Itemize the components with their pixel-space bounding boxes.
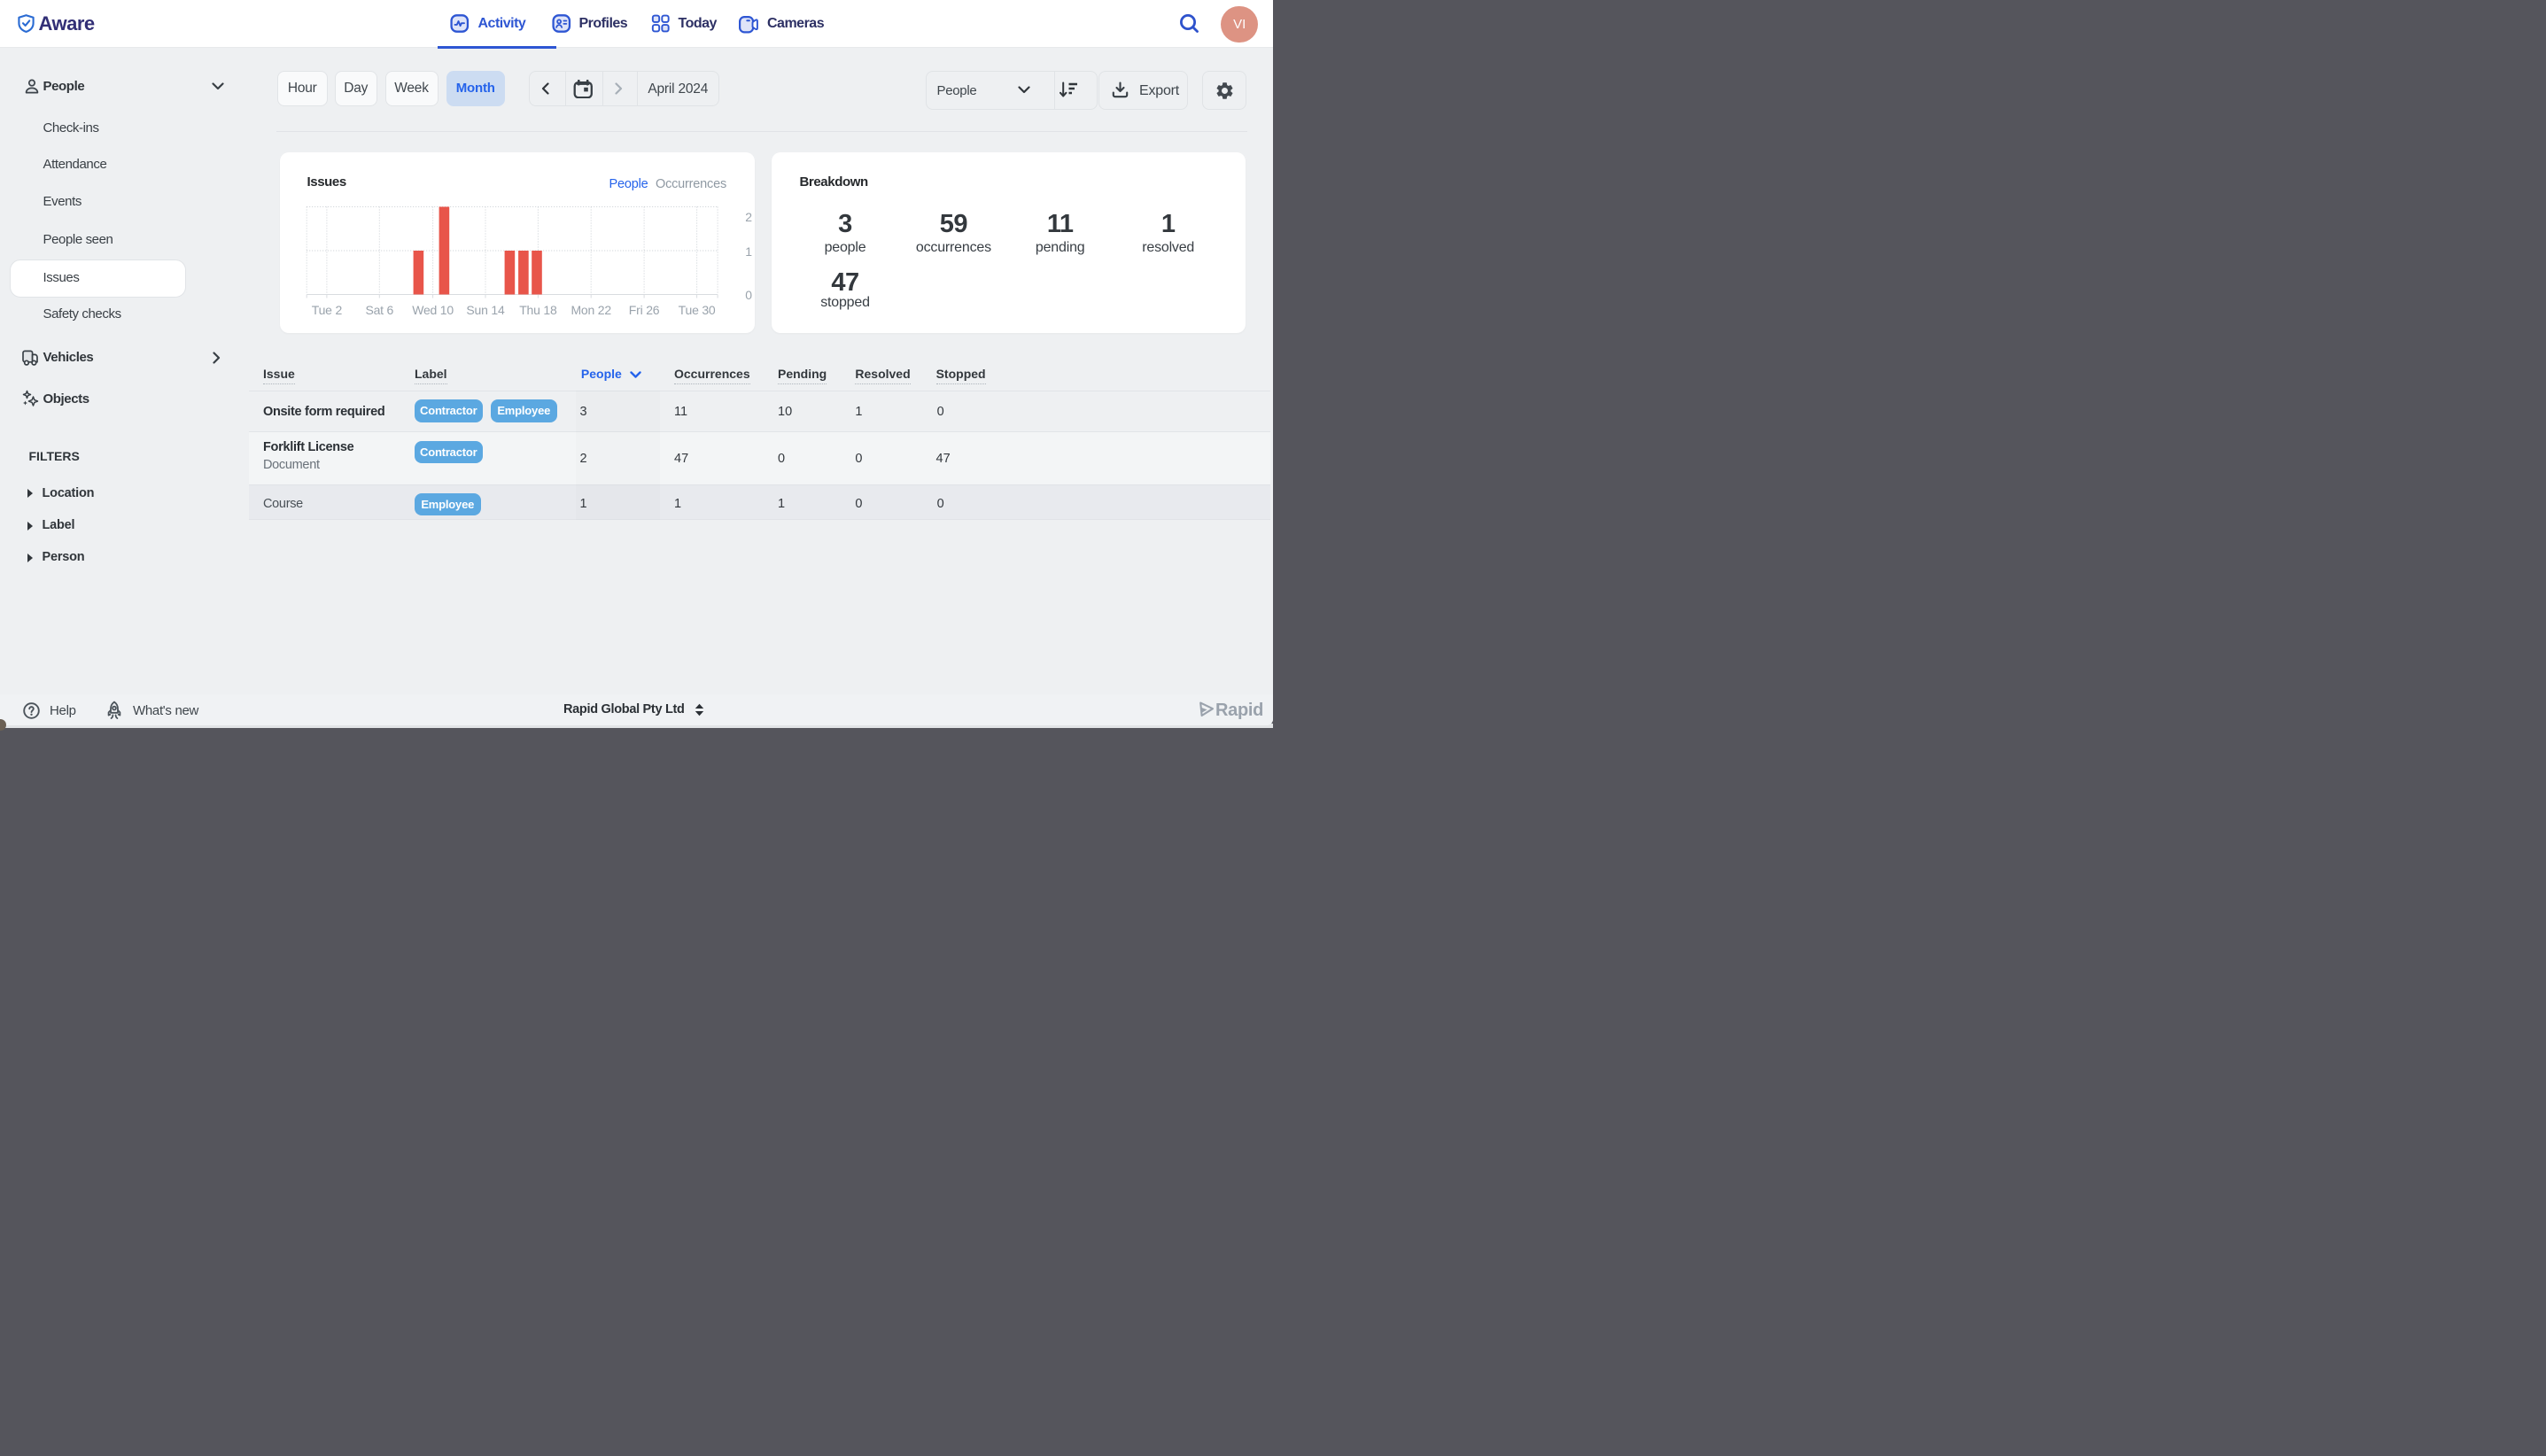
svg-text:1: 1 <box>745 244 752 259</box>
svg-text:Tue 30: Tue 30 <box>678 303 715 317</box>
svg-text:Thu 18: Thu 18 <box>519 303 557 317</box>
svg-text:Sat 6: Sat 6 <box>365 303 393 317</box>
svg-text:Fri 26: Fri 26 <box>628 303 659 317</box>
svg-text:Tue 2: Tue 2 <box>311 303 342 317</box>
svg-text:2: 2 <box>745 210 752 224</box>
svg-text:Sun 14: Sun 14 <box>466 303 505 317</box>
svg-text:0: 0 <box>745 288 752 302</box>
svg-text:Mon 22: Mon 22 <box>571 303 611 317</box>
svg-text:Wed 10: Wed 10 <box>412 303 454 317</box>
